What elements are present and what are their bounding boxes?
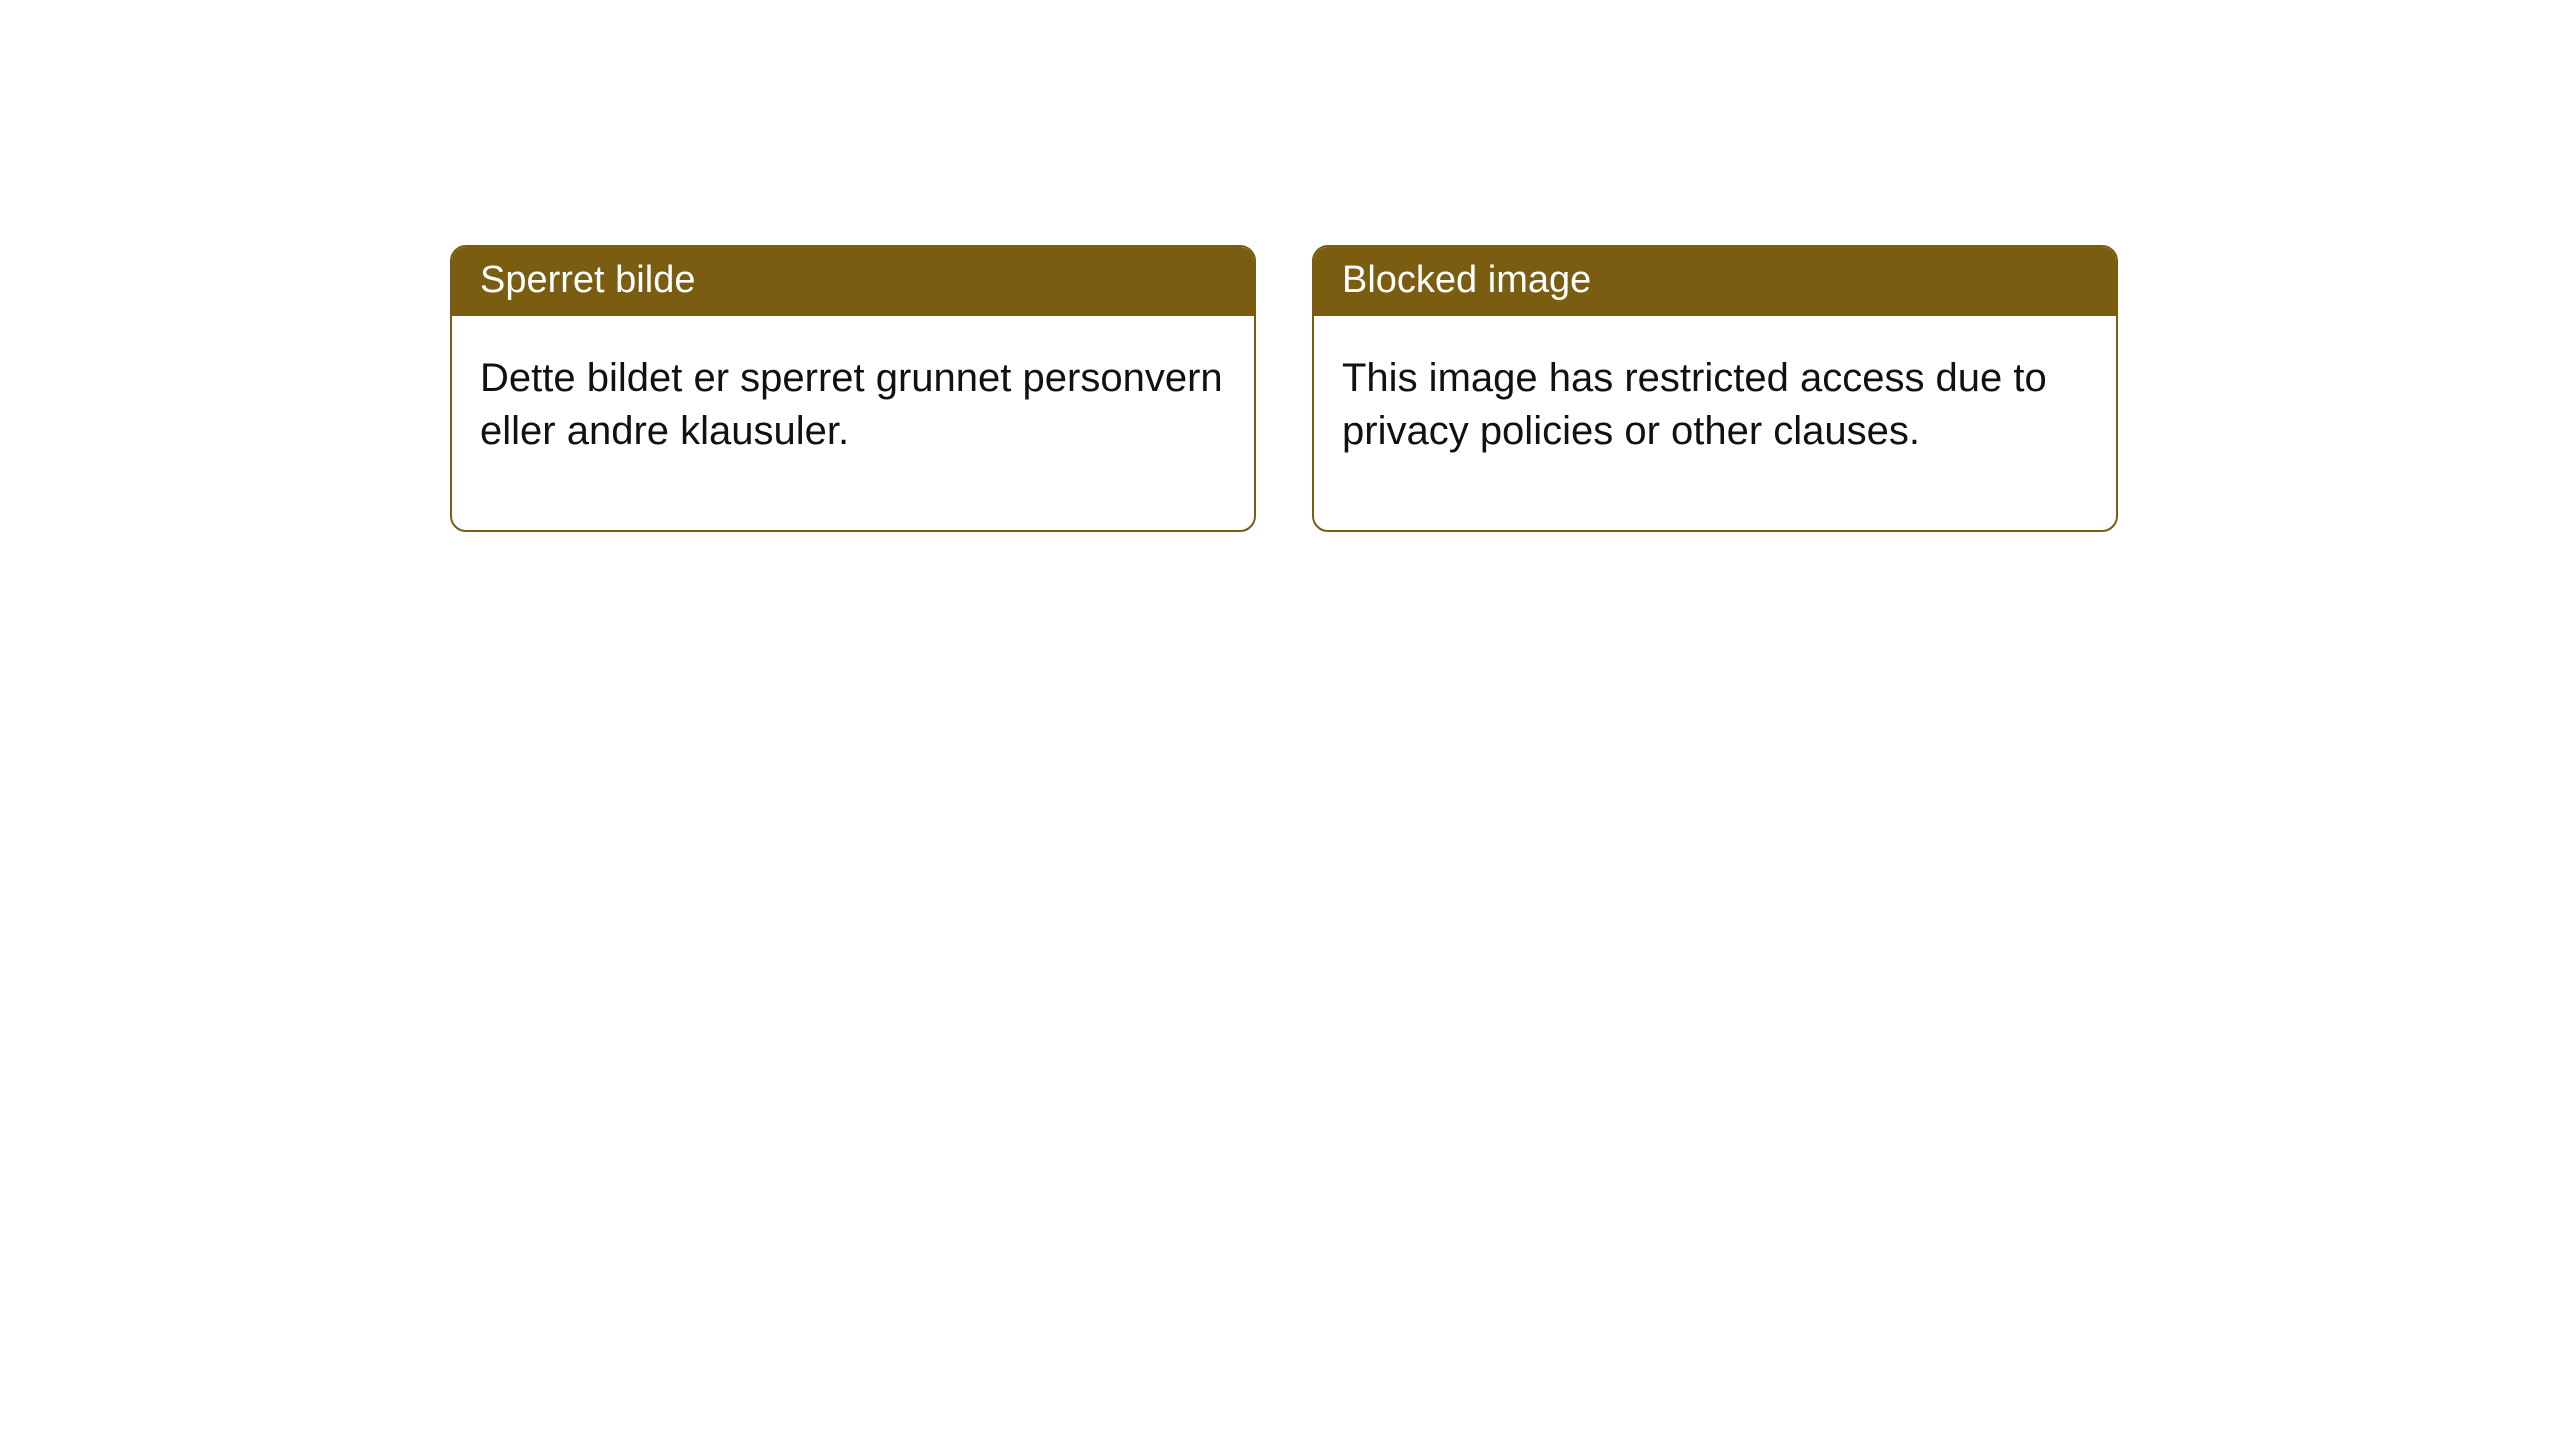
notice-card-norwegian: Sperret bilde Dette bildet er sperret gr… (450, 245, 1256, 532)
notice-card-english: Blocked image This image has restricted … (1312, 245, 2118, 532)
notice-header-english: Blocked image (1314, 247, 2116, 316)
notice-container: Sperret bilde Dette bildet er sperret gr… (450, 245, 2118, 532)
notice-title-norwegian: Sperret bilde (480, 259, 695, 301)
notice-header-norwegian: Sperret bilde (452, 247, 1254, 316)
notice-text-english: This image has restricted access due to … (1342, 356, 2047, 453)
notice-text-norwegian: Dette bildet er sperret grunnet personve… (480, 356, 1223, 453)
notice-body-norwegian: Dette bildet er sperret grunnet personve… (452, 316, 1254, 530)
notice-title-english: Blocked image (1342, 259, 1591, 301)
notice-body-english: This image has restricted access due to … (1314, 316, 2116, 530)
